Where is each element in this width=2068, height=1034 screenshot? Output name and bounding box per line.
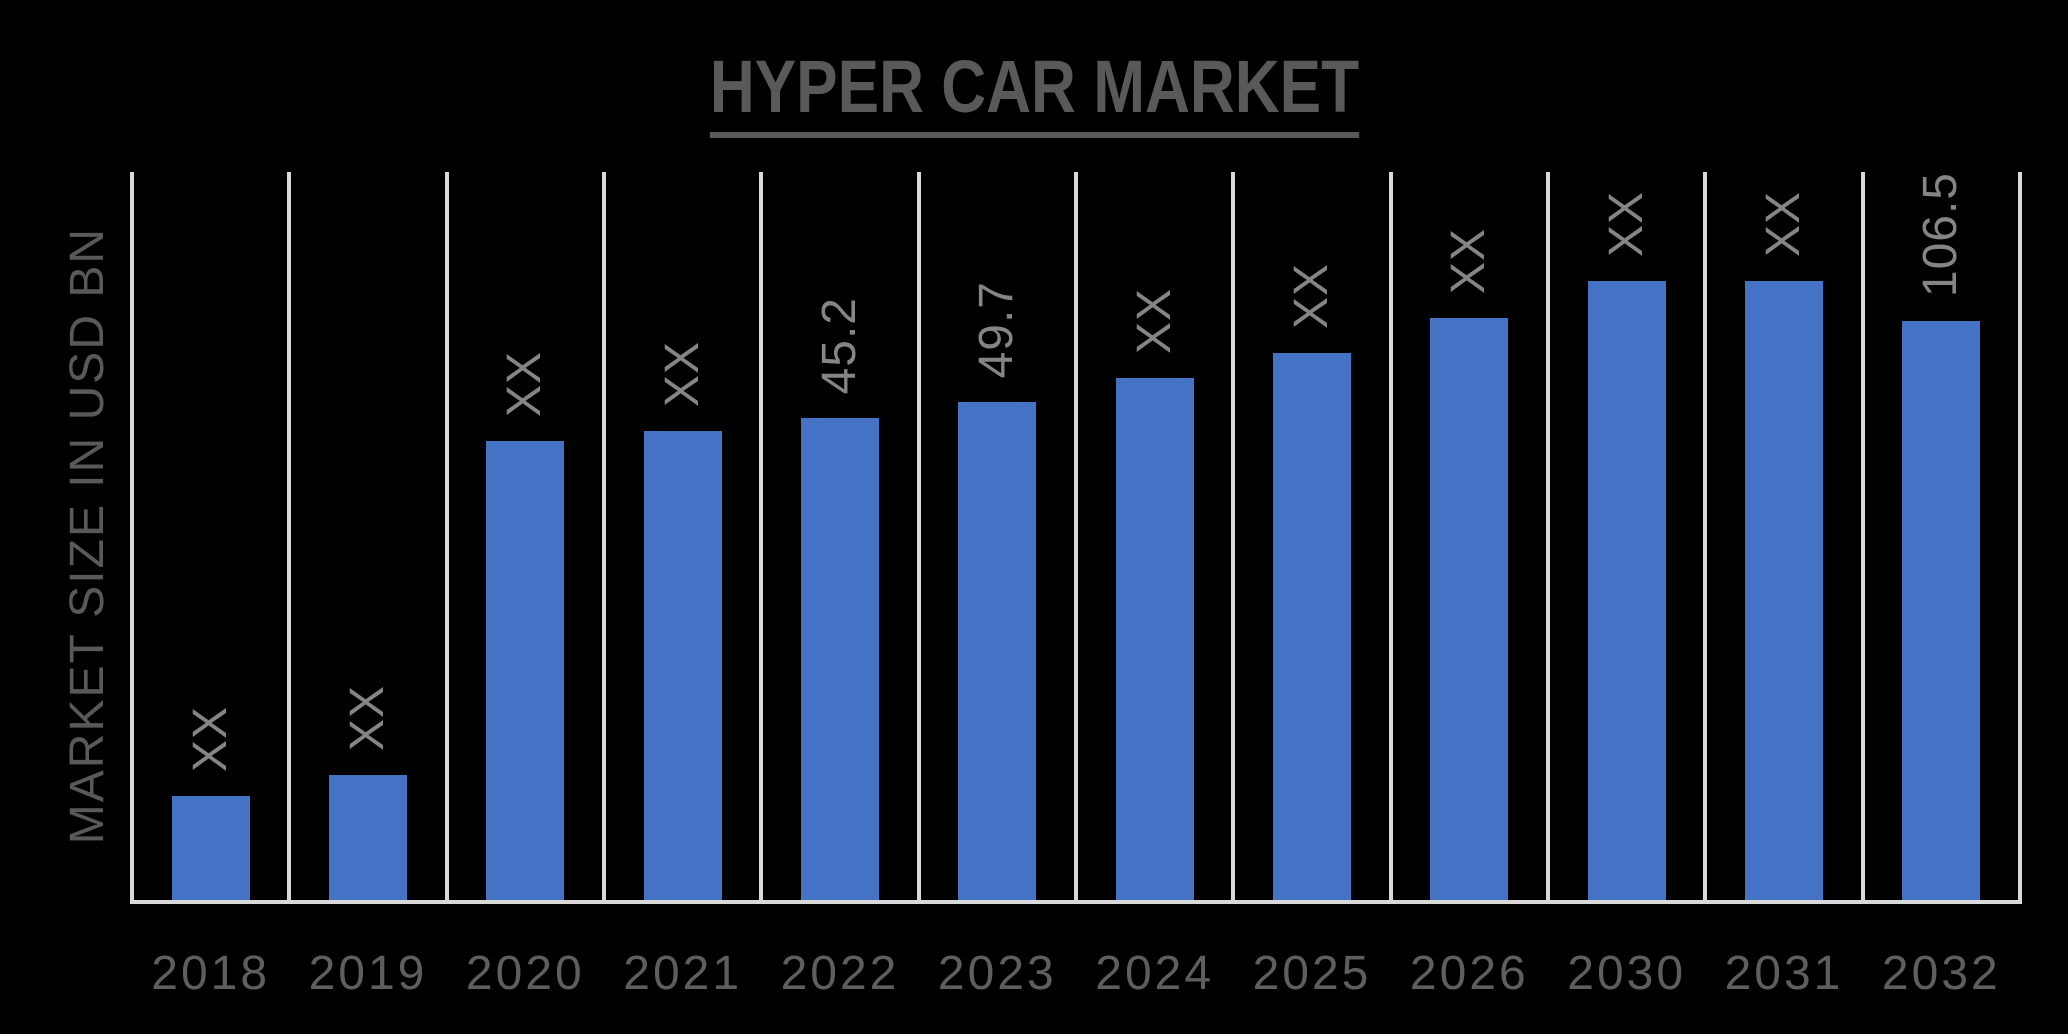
x-tick-label-2023: 2023 bbox=[937, 947, 1057, 1000]
x-tick-label-2018: 2018 bbox=[151, 947, 271, 1000]
bar-data-label: 106.5 bbox=[1914, 172, 1968, 298]
bar-2030 bbox=[1587, 281, 1666, 900]
gridline bbox=[759, 172, 764, 904]
bar-column-2019: XX bbox=[289, 172, 446, 900]
bar-2020 bbox=[486, 441, 565, 900]
x-tick-label-2030: 2030 bbox=[1567, 947, 1687, 1000]
x-tick-label-2032: 2032 bbox=[1881, 947, 2001, 1000]
gridline bbox=[130, 172, 134, 904]
gridline bbox=[1546, 172, 1550, 904]
bar-data-label: XX bbox=[655, 340, 709, 407]
bar-2019 bbox=[328, 775, 407, 900]
gridline bbox=[1231, 172, 1236, 904]
plot-area: XX 2018 XX 2019 XX 2020 XX 2021 45.2 2022 49.7 2023… bbox=[130, 172, 2022, 1000]
gridline bbox=[1703, 172, 1708, 904]
chart-title: HYPER CAR MARKET bbox=[709, 50, 1359, 138]
bar-2031 bbox=[1744, 281, 1823, 900]
bar-column-2024: XX bbox=[1076, 172, 1233, 900]
bar-data-label: XX bbox=[183, 705, 237, 772]
bar-column-2018: XX bbox=[132, 172, 289, 900]
bar-data-label: 45.2 bbox=[812, 296, 866, 394]
bar-data-label: XX bbox=[498, 350, 552, 417]
bar-data-label: XX bbox=[340, 684, 394, 751]
x-tick-label-2031: 2031 bbox=[1724, 947, 1844, 1000]
bar-column-2021: XX bbox=[604, 172, 761, 900]
gridline bbox=[602, 172, 606, 904]
bar-2025 bbox=[1272, 353, 1351, 900]
bar-column-2031: XX bbox=[1705, 172, 1862, 900]
x-tick-label-2025: 2025 bbox=[1252, 947, 1372, 1000]
bar-2024 bbox=[1115, 378, 1194, 900]
gridline bbox=[1860, 172, 1865, 904]
bar-2021 bbox=[643, 431, 722, 900]
x-tick-label-2022: 2022 bbox=[780, 947, 900, 1000]
bar-data-label: XX bbox=[1127, 287, 1181, 354]
y-axis-title-box: MARKET SIZE IN USD BN bbox=[52, 172, 122, 900]
x-tick-label-2019: 2019 bbox=[308, 947, 428, 1000]
x-tick-label-2026: 2026 bbox=[1409, 947, 1529, 1000]
bar-2026 bbox=[1430, 318, 1509, 900]
gridline bbox=[1388, 172, 1393, 904]
bar-2023 bbox=[958, 402, 1037, 900]
title-row: HYPER CAR MARKET bbox=[0, 50, 2068, 138]
gridline bbox=[287, 172, 292, 904]
bar-column-2023: 49.7 bbox=[919, 172, 1076, 900]
gridline bbox=[444, 172, 449, 904]
bar-2022 bbox=[800, 418, 879, 900]
bar-column-2022: 45.2 bbox=[761, 172, 918, 900]
bar-data-label: XX bbox=[1442, 227, 1496, 294]
bar-data-label: XX bbox=[1756, 190, 1810, 257]
bar-column-2020: XX bbox=[447, 172, 604, 900]
gridline bbox=[1074, 172, 1078, 904]
gridline bbox=[2018, 172, 2022, 904]
bar-column-2026: XX bbox=[1391, 172, 1548, 900]
bar-column-2025: XX bbox=[1233, 172, 1390, 900]
gridline bbox=[916, 172, 921, 904]
x-tick-label-2024: 2024 bbox=[1095, 947, 1215, 1000]
x-tick-label-2021: 2021 bbox=[623, 947, 743, 1000]
bar-column-2030: XX bbox=[1548, 172, 1705, 900]
bar-2018 bbox=[171, 796, 250, 900]
bar-2032 bbox=[1902, 321, 1981, 900]
bar-column-2032: 106.5 bbox=[1863, 172, 2020, 900]
bar-data-label: 49.7 bbox=[970, 280, 1024, 378]
bar-data-label: XX bbox=[1284, 262, 1338, 329]
bar-data-label: XX bbox=[1599, 190, 1653, 257]
x-tick-label-2020: 2020 bbox=[465, 947, 585, 1000]
y-axis-title: MARKET SIZE IN USD BN bbox=[60, 227, 114, 845]
